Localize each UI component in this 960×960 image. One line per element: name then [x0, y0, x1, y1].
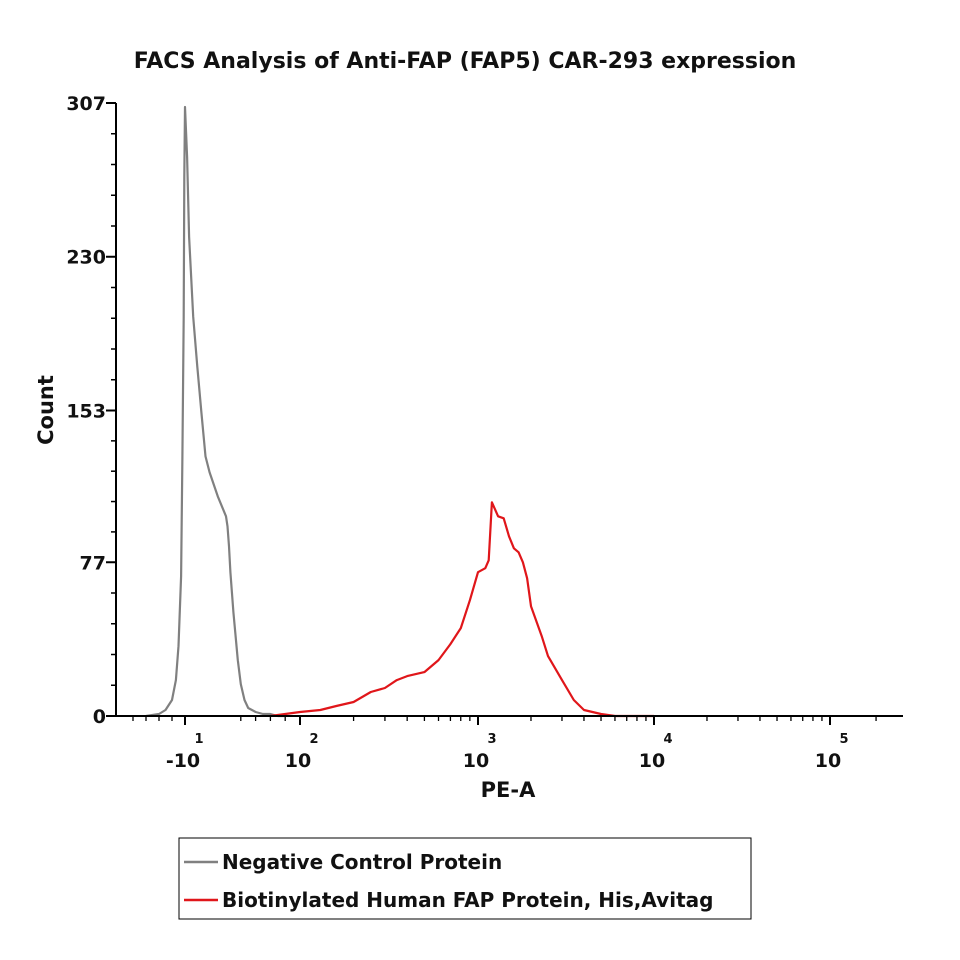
- x-tick-label: 10: [815, 750, 841, 772]
- x-tick-label: 10: [639, 750, 665, 772]
- y-tick-label: 307: [66, 93, 106, 115]
- x-tick-exponent: 4: [663, 732, 672, 747]
- x-tick-exponent: 1: [194, 732, 203, 747]
- x-tick-label: 10: [285, 750, 311, 772]
- legend: Negative Control Protein Biotinylated Hum…: [178, 837, 752, 920]
- y-axis-title: Count: [34, 375, 58, 445]
- axes: 0 77 153 230 307 -10 1 10 2 10 3 10 4 10 5: [66, 93, 903, 772]
- chart-title: FACS Analysis of Anti-FAP (FAP5) CAR-293…: [134, 49, 797, 74]
- x-tick-exponent: 2: [309, 732, 318, 747]
- legend-label-1: Negative Control Protein: [222, 850, 502, 874]
- x-tick-label: 10: [463, 750, 489, 772]
- y-tick-label: 77: [80, 552, 106, 574]
- y-tick-label: 153: [66, 400, 106, 422]
- y-tick-label: 0: [93, 706, 106, 728]
- x-tick-label: -10: [166, 750, 200, 772]
- x-tick-exponent: 3: [487, 732, 496, 747]
- legend-box: [178, 837, 752, 920]
- legend-label-2: Biotinylated Human FAP Protein, His,Avit…: [222, 888, 713, 912]
- plot-area: [145, 105, 654, 718]
- x-axis-title: PE-A: [481, 778, 536, 802]
- y-tick-label: 230: [66, 247, 106, 269]
- x-tick-exponent: 5: [839, 732, 848, 747]
- series-line-1: [145, 105, 286, 718]
- series-line-2: [270, 501, 654, 718]
